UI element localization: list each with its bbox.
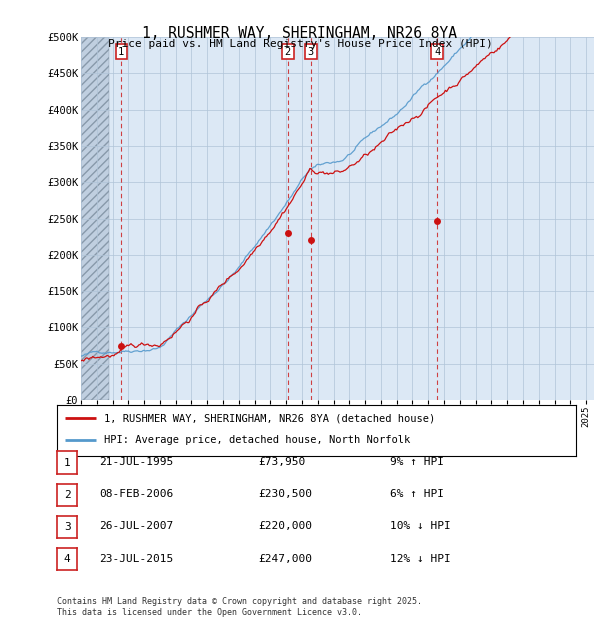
Text: £247,000: £247,000 — [258, 554, 312, 564]
Text: 10% ↓ HPI: 10% ↓ HPI — [390, 521, 451, 531]
Text: Contains HM Land Registry data © Crown copyright and database right 2025.
This d: Contains HM Land Registry data © Crown c… — [57, 598, 422, 617]
Text: 08-FEB-2006: 08-FEB-2006 — [99, 489, 173, 499]
Text: 23-JUL-2015: 23-JUL-2015 — [99, 554, 173, 564]
Text: 21-JUL-1995: 21-JUL-1995 — [99, 457, 173, 467]
Bar — [81, 37, 109, 400]
Text: £230,500: £230,500 — [258, 489, 312, 499]
Text: 12% ↓ HPI: 12% ↓ HPI — [390, 554, 451, 564]
Text: 26-JUL-2007: 26-JUL-2007 — [99, 521, 173, 531]
Text: 6% ↑ HPI: 6% ↑ HPI — [390, 489, 444, 499]
Text: Price paid vs. HM Land Registry's House Price Index (HPI): Price paid vs. HM Land Registry's House … — [107, 39, 493, 49]
Text: 9% ↑ HPI: 9% ↑ HPI — [390, 457, 444, 467]
Text: 1: 1 — [64, 458, 71, 467]
Text: 1, RUSHMER WAY, SHERINGHAM, NR26 8YA: 1, RUSHMER WAY, SHERINGHAM, NR26 8YA — [143, 26, 458, 41]
Text: HPI: Average price, detached house, North Norfolk: HPI: Average price, detached house, Nort… — [104, 435, 410, 445]
Text: 1: 1 — [118, 46, 124, 56]
Text: 4: 4 — [434, 46, 440, 56]
Text: £73,950: £73,950 — [258, 457, 305, 467]
Text: 2: 2 — [284, 46, 291, 56]
Text: 3: 3 — [64, 522, 71, 532]
Text: 2: 2 — [64, 490, 71, 500]
Text: 1, RUSHMER WAY, SHERINGHAM, NR26 8YA (detached house): 1, RUSHMER WAY, SHERINGHAM, NR26 8YA (de… — [104, 413, 435, 423]
Text: 3: 3 — [308, 46, 314, 56]
Text: 4: 4 — [64, 554, 71, 564]
Text: £220,000: £220,000 — [258, 521, 312, 531]
